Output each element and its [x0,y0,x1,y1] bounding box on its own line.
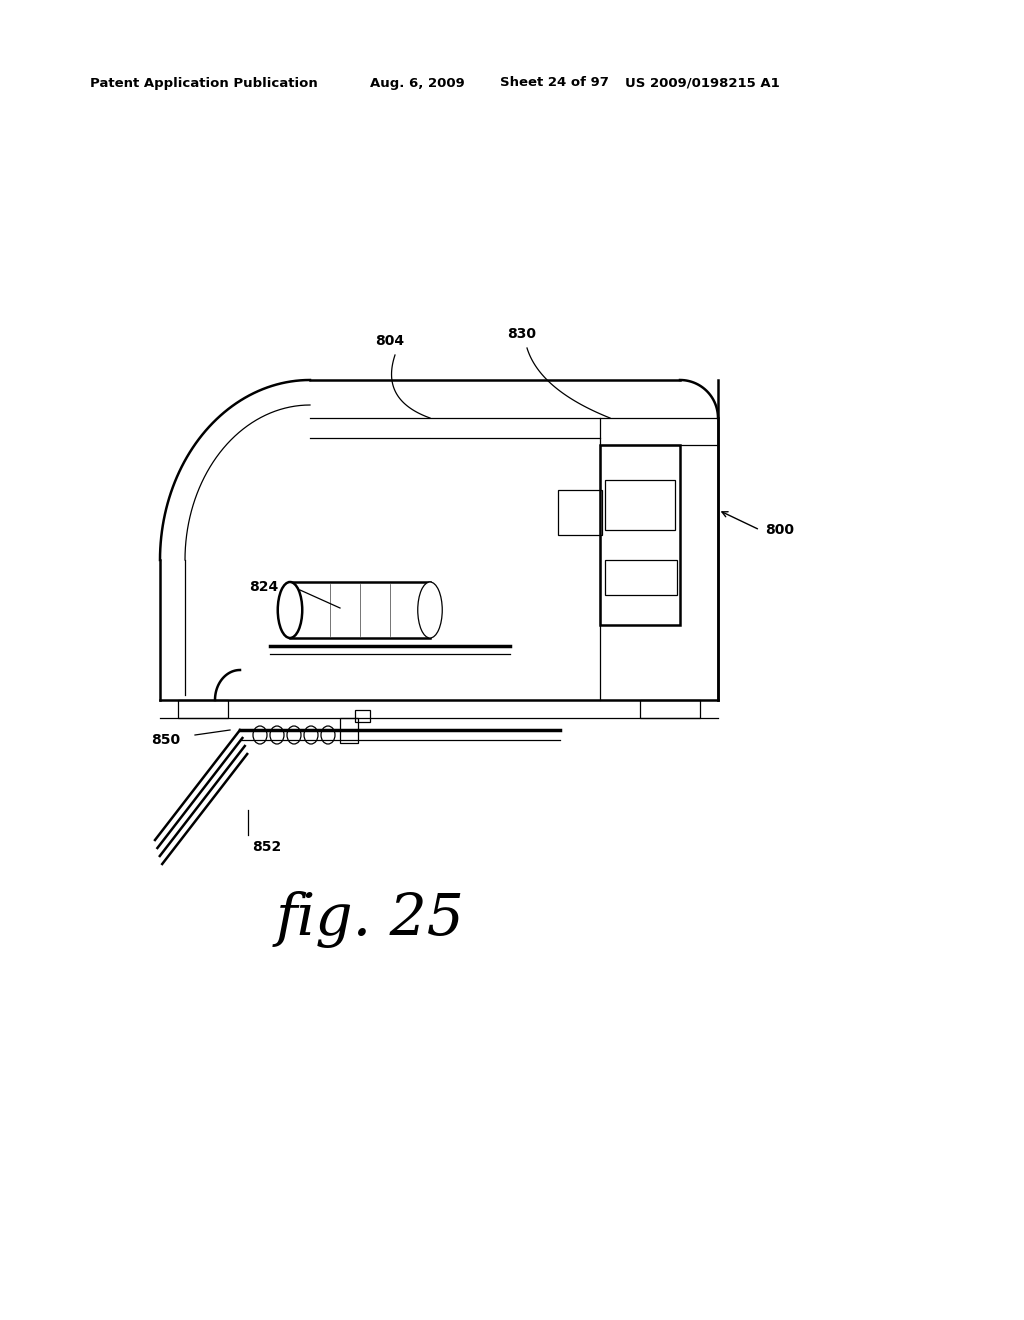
Text: fig. 25: fig. 25 [275,891,465,949]
Ellipse shape [287,726,301,744]
Text: 804: 804 [376,334,404,348]
Text: 850: 850 [151,733,180,747]
Bar [178,700,228,718]
Bar [558,490,602,535]
Bar [600,445,680,624]
Text: 824: 824 [249,579,278,594]
Bar [290,582,430,638]
Text: 830: 830 [508,327,537,341]
Ellipse shape [418,582,442,638]
Ellipse shape [270,726,284,744]
Text: Sheet 24 of 97: Sheet 24 of 97 [500,77,609,90]
Bar [340,718,358,743]
Bar [355,710,370,722]
Ellipse shape [278,582,302,638]
Text: 852: 852 [252,840,282,854]
Ellipse shape [253,726,267,744]
Ellipse shape [304,726,318,744]
Bar [605,560,677,595]
Ellipse shape [321,726,335,744]
Text: 800: 800 [765,523,794,537]
Text: Patent Application Publication: Patent Application Publication [90,77,317,90]
Bar [640,700,700,718]
Text: US 2009/0198215 A1: US 2009/0198215 A1 [625,77,779,90]
Bar [605,480,675,531]
Text: Aug. 6, 2009: Aug. 6, 2009 [370,77,465,90]
